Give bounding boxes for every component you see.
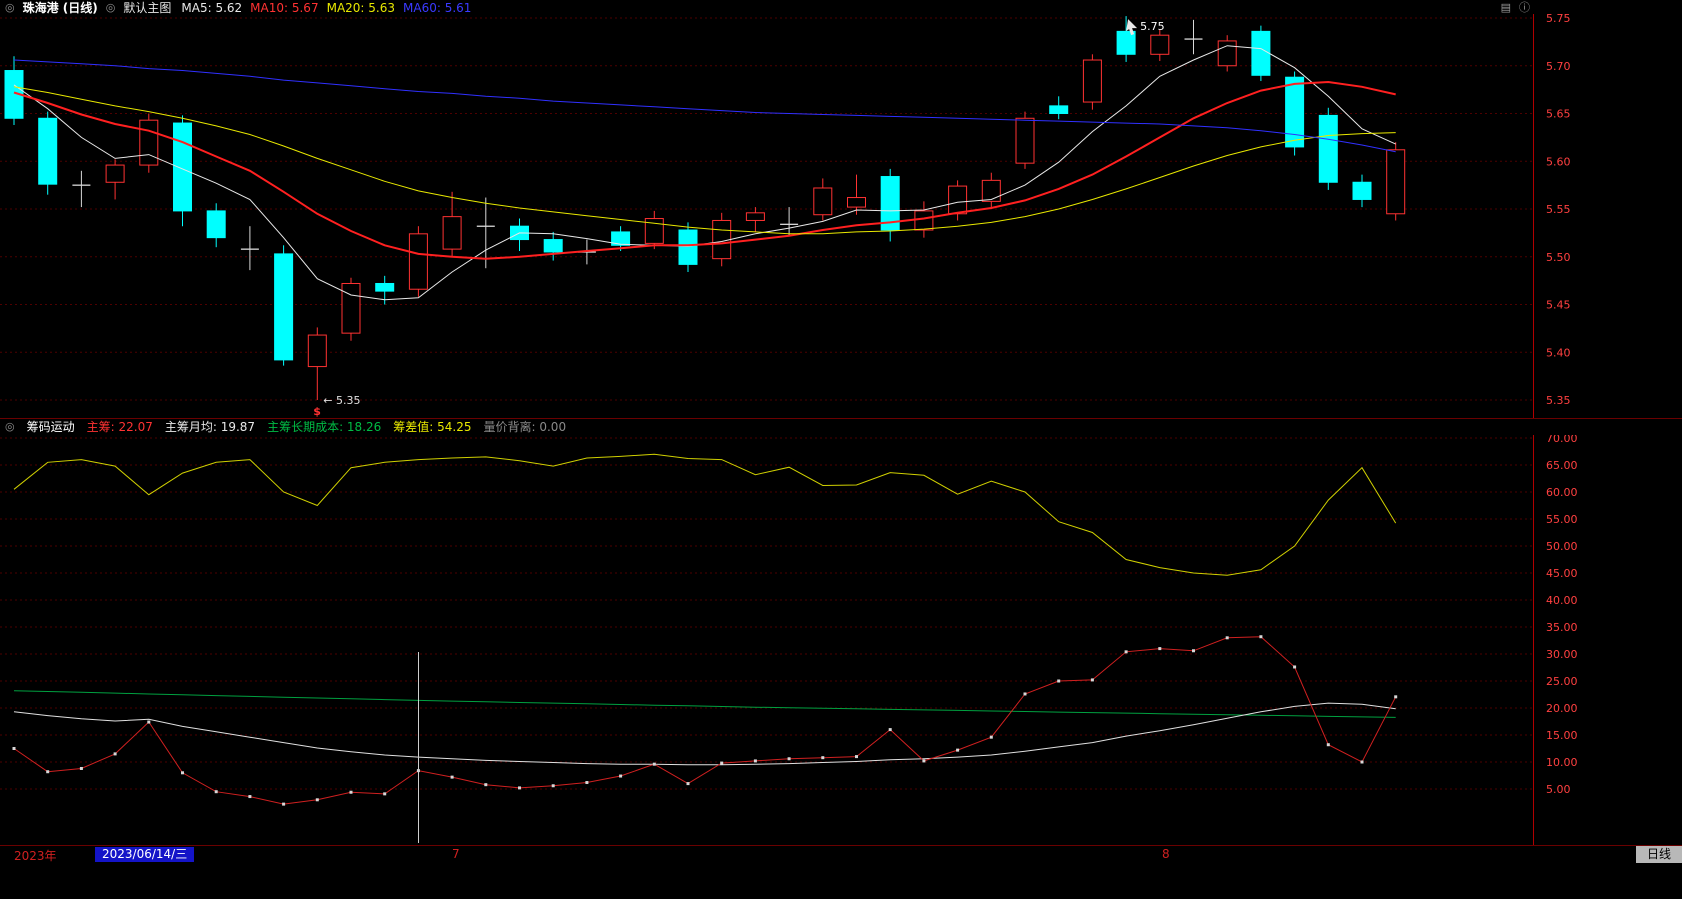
divergence-value: 量价背离: 0.00	[483, 420, 567, 434]
svg-text:65.00: 65.00	[1546, 459, 1578, 472]
main-chart-header: ◎ 珠海港 (日线) ◎ 默认主图 MA5: 5.62 MA10: 5.67 M…	[0, 0, 1682, 16]
svg-text:55.00: 55.00	[1546, 513, 1578, 526]
svg-text:5.55: 5.55	[1546, 203, 1571, 216]
chart-style-icon[interactable]: ▤	[1500, 1, 1511, 14]
header-icons: ▤ ⓘ	[1501, 0, 1530, 16]
symbol-collapse-icon[interactable]: ◎	[5, 1, 15, 14]
selected-date[interactable]: 2023/06/14/三	[95, 847, 195, 862]
overlay-title: 默认主图	[123, 1, 172, 15]
ma20-label: MA20: 5.63	[326, 1, 396, 15]
svg-text:30.00: 30.00	[1546, 648, 1578, 661]
svg-text:70.00: 70.00	[1546, 434, 1578, 445]
candlestick-chart[interactable]: 5.75 5.70 5.65 5.60 5.55 5.50 5.45 5.40 5.35 5.75…	[0, 14, 1682, 418]
month-label-july: 7	[452, 847, 460, 861]
svg-text:5.65: 5.65	[1546, 108, 1571, 121]
ma5-label: MA5: 5.62	[181, 1, 243, 15]
svg-text:10.00: 10.00	[1546, 756, 1578, 769]
svg-text:60.00: 60.00	[1546, 486, 1578, 499]
svg-text:5.75: 5.75	[1546, 14, 1571, 25]
svg-text:20.00: 20.00	[1546, 702, 1578, 715]
indicator-chart[interactable]: 70.00 65.00 60.00 55.00 50.00 45.00 40.00 35.00…	[0, 434, 1682, 845]
zhuchou-monthly-value: 主筹月均: 19.87	[164, 420, 256, 434]
ma10-label: MA10: 5.67	[250, 1, 319, 15]
svg-text:5.45: 5.45	[1546, 299, 1571, 312]
year-label: 2023年	[14, 849, 57, 863]
month-label-august: 8	[1162, 847, 1170, 861]
svg-text:$: $	[313, 405, 321, 418]
svg-text:5.60: 5.60	[1546, 155, 1571, 168]
indicator-collapse-icon[interactable]: ◎	[5, 420, 15, 433]
symbol-title: 珠海港 (日线)	[22, 1, 98, 15]
svg-text:5.00: 5.00	[1546, 783, 1571, 796]
svg-text:5.50: 5.50	[1546, 251, 1571, 264]
period-button[interactable]: 日线	[1636, 846, 1682, 863]
svg-text:25.00: 25.00	[1546, 675, 1578, 688]
zhuchou-value: 主筹: 22.07	[86, 420, 153, 434]
overlay-collapse-icon[interactable]: ◎	[105, 1, 116, 14]
chip-diff-value: 筹差值: 54.25	[393, 420, 472, 434]
ma60-label: MA60: 5.61	[403, 1, 472, 15]
svg-text:5.35: 5.35	[1546, 394, 1571, 407]
subchart-cursor-line	[418, 652, 419, 843]
svg-text:← 5.35: ← 5.35	[323, 394, 360, 407]
svg-text:50.00: 50.00	[1546, 540, 1578, 553]
longterm-cost-value: 主筹长期成本: 18.26	[267, 420, 382, 434]
svg-text:5.70: 5.70	[1546, 60, 1571, 73]
svg-text:5.40: 5.40	[1546, 346, 1571, 359]
indicator-title: 筹码运动	[26, 420, 75, 434]
svg-text:40.00: 40.00	[1546, 594, 1578, 607]
indicator-header: ◎ 筹码运动 主筹: 22.07 主筹月均: 19.87 主筹长期成本: 18.…	[0, 418, 1682, 435]
svg-text:45.00: 45.00	[1546, 567, 1578, 580]
time-axis: 2023年 2023/06/14/三 7 8 日线	[0, 845, 1682, 863]
svg-text:15.00: 15.00	[1546, 729, 1578, 742]
info-icon[interactable]: ⓘ	[1519, 1, 1530, 14]
svg-text:35.00: 35.00	[1546, 621, 1578, 634]
svg-text:5.75: 5.75	[1140, 20, 1165, 33]
